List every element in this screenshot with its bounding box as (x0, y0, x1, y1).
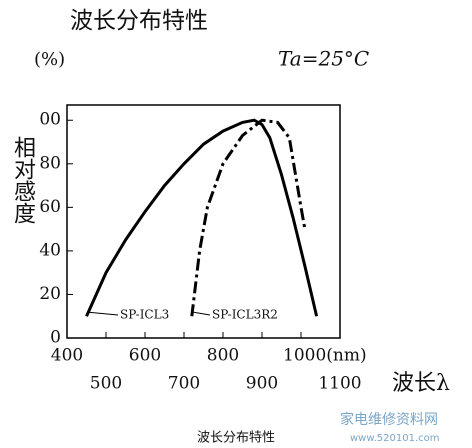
annotation: Ta=25°C (278, 47, 369, 71)
series-label: SP-ICL3R2 (212, 308, 278, 322)
y-tick-label: 40 (39, 240, 61, 260)
line-series (85, 118, 319, 317)
caption: 波长分布特性 (197, 431, 275, 446)
line-series (190, 118, 307, 317)
x-tick-label: 900 (246, 374, 278, 394)
label-leader (88, 311, 119, 316)
x-tick-label: 1000(nm) (283, 346, 367, 366)
y-axis-label: 相对感度 (10, 136, 36, 224)
chart-title: 波长分布特性 (70, 8, 208, 34)
x-axis-label: 波长λ (392, 371, 450, 396)
plot-frame (66, 104, 341, 339)
y-tick-label: 60 (39, 197, 61, 217)
label-leader (193, 311, 211, 316)
x-tick-label: 600 (129, 346, 161, 366)
x-tick-label: 1100 (318, 374, 361, 394)
y-unit: (%) (34, 49, 65, 70)
y-tick-label: 80 (39, 153, 61, 173)
watermark-url: www.520101.com (350, 433, 440, 444)
x-tick-label: 400 (51, 346, 83, 366)
y-tick-label: 00 (39, 110, 61, 130)
watermark: 家电维修资料网 (340, 411, 438, 428)
series-label: SP-ICL3 (120, 308, 169, 322)
y-tick-label: 0 (50, 328, 61, 348)
x-tick-label: 700 (168, 374, 200, 394)
y-tick-label: 20 (39, 284, 61, 304)
x-tick-label: 500 (90, 374, 122, 394)
x-tick-label: 800 (207, 346, 239, 366)
